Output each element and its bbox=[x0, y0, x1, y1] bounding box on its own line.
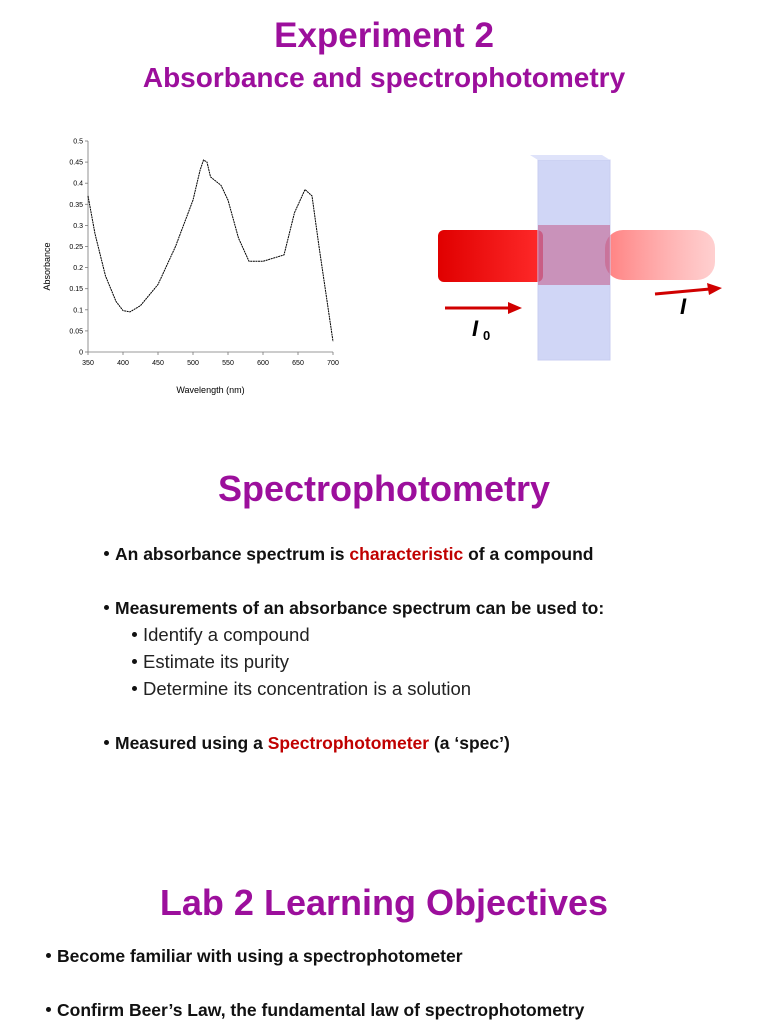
y-tick-label: 0 bbox=[79, 350, 83, 357]
arrow-head bbox=[707, 283, 722, 295]
bullet-dot bbox=[104, 550, 109, 556]
bullet-text: of a compound bbox=[463, 544, 594, 564]
x-tick-label: 550 bbox=[222, 360, 234, 367]
y-tick-label: 0.4 bbox=[73, 181, 83, 188]
bullet-dot bbox=[132, 658, 137, 664]
y-tick-label: 0.1 bbox=[73, 307, 83, 314]
bullet-dot bbox=[132, 631, 137, 637]
arrow-head bbox=[508, 302, 522, 314]
y-tick-label: 0.35 bbox=[69, 202, 83, 209]
sub-bullet-text: Estimate its purity bbox=[143, 651, 289, 672]
bullet-text: An absorbance spectrum is bbox=[115, 544, 350, 564]
sub-bullet: Identify a compound bbox=[132, 624, 310, 646]
bullet-text: Become familiar with using a spectrophot… bbox=[57, 946, 463, 966]
y-tick-label: 0.2 bbox=[73, 265, 83, 272]
x-tick-label: 650 bbox=[292, 360, 304, 367]
bullet-text: Measured using a bbox=[115, 733, 268, 753]
bullet-dot bbox=[104, 739, 109, 745]
cuvette-diagram: I 0 I bbox=[438, 155, 722, 361]
incident-beam bbox=[438, 230, 543, 282]
spectrum-line bbox=[87, 159, 334, 342]
x-tick-label: 500 bbox=[187, 360, 199, 367]
bullet: Become familiar with using a spectrophot… bbox=[46, 946, 463, 967]
incident-label: I bbox=[472, 316, 479, 341]
beam-in-cuvette bbox=[538, 225, 610, 285]
y-tick-label: 0.5 bbox=[73, 139, 83, 146]
bullet-text: Confirm Beer’s Law, the fundamental law … bbox=[57, 1000, 585, 1020]
highlight: Spectrophotometer bbox=[267, 733, 430, 753]
bullet-dot bbox=[46, 1006, 51, 1012]
subtitle: Absorbance and spectrophotometry bbox=[142, 62, 626, 93]
x-tick-label: 450 bbox=[152, 360, 164, 367]
sub-bullet-text: Identify a compound bbox=[143, 624, 310, 645]
bullet: Confirm Beer’s Law, the fundamental law … bbox=[46, 1000, 584, 1021]
highlight: characteristic bbox=[349, 544, 464, 564]
bullet: Measurements of an absorbance spectrum c… bbox=[104, 598, 604, 619]
y-tick-label: 0.15 bbox=[69, 286, 83, 293]
x-tick-label: 400 bbox=[117, 360, 129, 367]
y-axis-label: Absorbance bbox=[42, 242, 52, 290]
x-tick-label: 350 bbox=[82, 360, 94, 367]
cuvette-top bbox=[530, 155, 610, 160]
bullet: Measured using a Spectrophotometer (a ‘s… bbox=[104, 733, 510, 754]
transmitted-beam bbox=[605, 230, 715, 280]
section-heading: Spectrophotometry bbox=[217, 468, 551, 509]
x-tick-label: 700 bbox=[327, 360, 339, 367]
bullet-dot bbox=[46, 952, 51, 958]
bullet-text: (a ‘spec’) bbox=[429, 733, 510, 753]
y-tick-label: 0.25 bbox=[69, 244, 83, 251]
objectives-heading: Lab 2 Learning Objectives bbox=[159, 882, 609, 923]
sub-bullet: Determine its concentration is a solutio… bbox=[132, 678, 471, 700]
y-tick-label: 0.45 bbox=[69, 160, 83, 167]
bullet-dot bbox=[132, 685, 137, 691]
incident-subscript: 0 bbox=[483, 328, 490, 343]
transmitted-label: I bbox=[680, 294, 687, 319]
sub-bullet-text: Determine its concentration is a solutio… bbox=[143, 678, 472, 699]
bullet-text: Measurements of an absorbance spectrum c… bbox=[115, 598, 605, 618]
title: Experiment 2 bbox=[274, 16, 494, 55]
x-tick-label: 600 bbox=[257, 360, 269, 367]
y-tick-label: 0.05 bbox=[69, 328, 83, 335]
arrow bbox=[654, 287, 711, 296]
cuvette bbox=[537, 159, 611, 361]
y-tick-label: 0.3 bbox=[73, 223, 83, 230]
bullet: An absorbance spectrum is characteristic… bbox=[104, 544, 594, 565]
x-axis-label: Wavelength (nm) bbox=[176, 385, 244, 395]
bullet-dot bbox=[104, 604, 109, 610]
figure: I 0 I 0 0.05 0.1 0.15 0.2 0.25 0.3 0.35 0.4 0.45 0… bbox=[42, 139, 722, 395]
sub-bullet: Estimate its purity bbox=[132, 651, 289, 673]
